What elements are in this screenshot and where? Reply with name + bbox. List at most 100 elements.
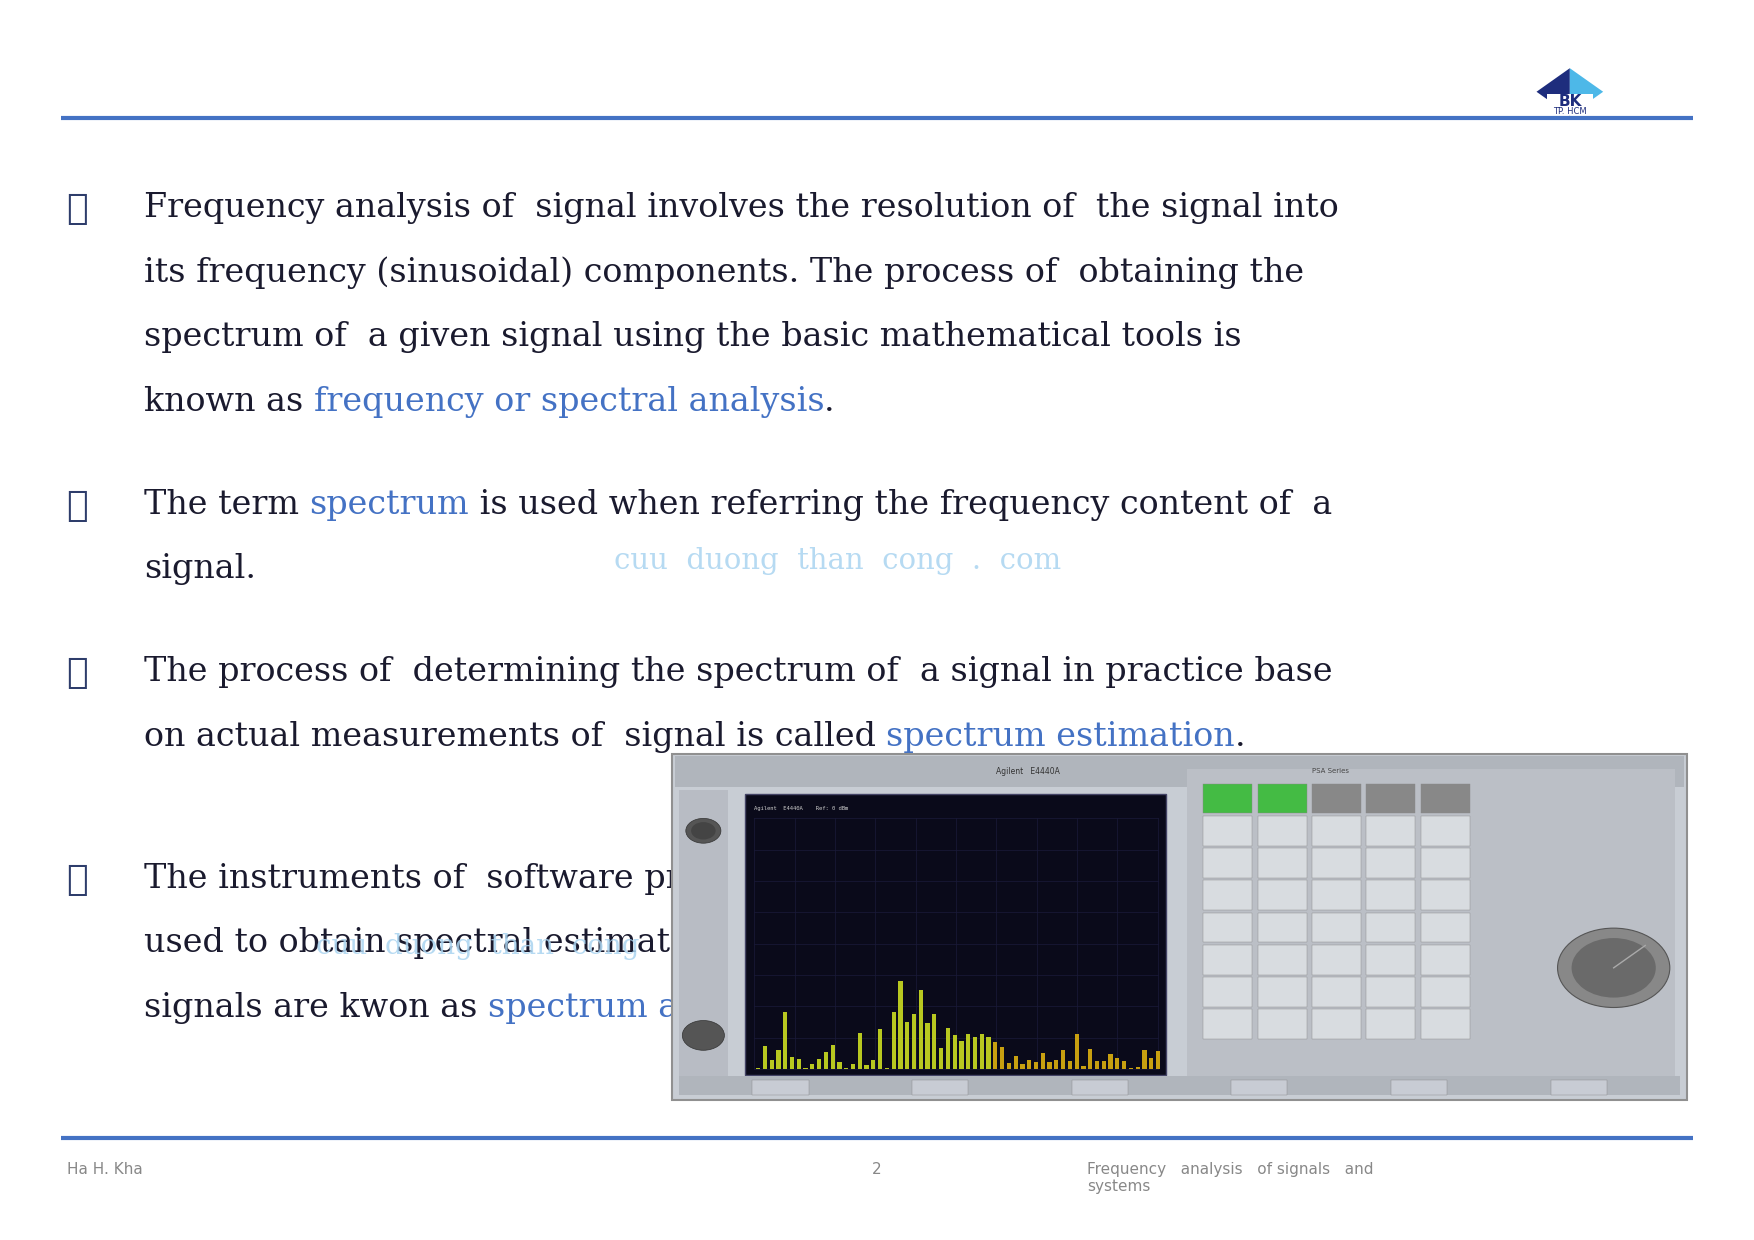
Bar: [777, 1050, 781, 1069]
FancyBboxPatch shape: [672, 754, 1687, 1100]
Bar: [1135, 1068, 1140, 1069]
FancyBboxPatch shape: [1312, 945, 1361, 975]
Bar: [891, 1012, 896, 1069]
FancyBboxPatch shape: [1203, 977, 1252, 1007]
FancyBboxPatch shape: [1312, 816, 1361, 846]
Bar: [980, 1034, 984, 1069]
FancyBboxPatch shape: [1366, 1009, 1415, 1039]
Text: .: .: [1235, 720, 1245, 753]
FancyBboxPatch shape: [1551, 1080, 1607, 1095]
Text: PSA Series: PSA Series: [1312, 769, 1349, 774]
Bar: [803, 1068, 807, 1069]
Bar: [872, 1060, 875, 1069]
Bar: [782, 1012, 788, 1069]
FancyBboxPatch shape: [1366, 784, 1415, 813]
FancyBboxPatch shape: [1366, 977, 1415, 1007]
Bar: [1116, 1058, 1119, 1069]
Bar: [919, 990, 923, 1069]
FancyBboxPatch shape: [912, 1080, 968, 1095]
Bar: [1075, 1034, 1079, 1069]
FancyBboxPatch shape: [1258, 880, 1307, 910]
FancyBboxPatch shape: [1203, 1009, 1252, 1039]
Text: ❖: ❖: [67, 489, 88, 523]
Bar: [837, 1061, 842, 1069]
FancyBboxPatch shape: [1258, 913, 1307, 942]
Bar: [952, 1034, 956, 1069]
Bar: [959, 1040, 963, 1069]
FancyBboxPatch shape: [1312, 848, 1361, 878]
FancyBboxPatch shape: [1421, 977, 1470, 1007]
Bar: [810, 1064, 814, 1069]
Bar: [844, 1068, 849, 1069]
Bar: [1061, 1050, 1065, 1069]
Bar: [851, 1064, 856, 1069]
Bar: [898, 981, 903, 1069]
Text: 2: 2: [872, 1162, 882, 1177]
Bar: [945, 1028, 951, 1069]
FancyBboxPatch shape: [1187, 769, 1675, 1091]
Bar: [884, 1068, 889, 1069]
Text: Frequency   analysis   of signals   and
systems: Frequency analysis of signals and system…: [1087, 1162, 1373, 1194]
Bar: [1109, 1054, 1112, 1069]
FancyBboxPatch shape: [1421, 945, 1470, 975]
Text: spectrum estimation: spectrum estimation: [886, 720, 1235, 753]
Text: Agilent   E4440A: Agilent E4440A: [996, 766, 1059, 776]
FancyBboxPatch shape: [1366, 880, 1415, 910]
FancyBboxPatch shape: [1421, 913, 1470, 942]
Text: .: .: [824, 386, 835, 418]
Bar: [763, 1047, 766, 1069]
FancyBboxPatch shape: [1421, 816, 1470, 846]
Bar: [966, 1034, 970, 1069]
Circle shape: [686, 818, 721, 843]
Polygon shape: [1537, 68, 1570, 115]
Bar: [1149, 1058, 1154, 1069]
Circle shape: [691, 822, 716, 839]
FancyBboxPatch shape: [1231, 1080, 1287, 1095]
Bar: [879, 1029, 882, 1069]
Bar: [1080, 1066, 1086, 1069]
Bar: [1033, 1063, 1038, 1069]
FancyBboxPatch shape: [1366, 848, 1415, 878]
FancyBboxPatch shape: [679, 1076, 1680, 1095]
Text: The instruments of  software programs: The instruments of software programs: [144, 863, 807, 895]
Bar: [1054, 1060, 1058, 1069]
Bar: [993, 1042, 998, 1069]
Bar: [1028, 1060, 1031, 1069]
FancyBboxPatch shape: [1203, 945, 1252, 975]
FancyBboxPatch shape: [1366, 945, 1415, 975]
Bar: [789, 1058, 795, 1069]
FancyBboxPatch shape: [1366, 816, 1415, 846]
FancyBboxPatch shape: [1203, 816, 1252, 846]
Bar: [796, 1059, 802, 1069]
FancyBboxPatch shape: [1258, 945, 1307, 975]
Bar: [931, 1014, 937, 1069]
Bar: [756, 1068, 759, 1069]
FancyBboxPatch shape: [1421, 784, 1470, 813]
FancyBboxPatch shape: [1366, 913, 1415, 942]
FancyBboxPatch shape: [679, 790, 728, 1091]
Text: cuu  duong  than  cong: cuu duong than cong: [316, 934, 638, 961]
Bar: [1142, 1050, 1147, 1069]
FancyBboxPatch shape: [675, 756, 1684, 787]
FancyBboxPatch shape: [1203, 848, 1252, 878]
FancyBboxPatch shape: [1258, 816, 1307, 846]
Bar: [1094, 1060, 1100, 1069]
Bar: [1102, 1060, 1105, 1069]
Circle shape: [1558, 928, 1670, 1007]
Bar: [858, 1033, 861, 1069]
FancyBboxPatch shape: [1203, 880, 1252, 910]
FancyBboxPatch shape: [1421, 880, 1470, 910]
Text: known as: known as: [144, 386, 314, 418]
Bar: [938, 1048, 944, 1069]
Text: its frequency (sinusoidal) components. The process of  obtaining the: its frequency (sinusoidal) components. T…: [144, 257, 1303, 289]
Text: .: .: [819, 992, 830, 1024]
Bar: [1156, 1052, 1159, 1069]
Bar: [1068, 1061, 1072, 1069]
Bar: [831, 1044, 835, 1069]
FancyBboxPatch shape: [1258, 784, 1307, 813]
Text: TP. HCM: TP. HCM: [1552, 107, 1587, 115]
Text: Ha H. Kha: Ha H. Kha: [67, 1162, 142, 1177]
Bar: [824, 1052, 828, 1069]
FancyBboxPatch shape: [1312, 977, 1361, 1007]
FancyBboxPatch shape: [1203, 784, 1252, 813]
